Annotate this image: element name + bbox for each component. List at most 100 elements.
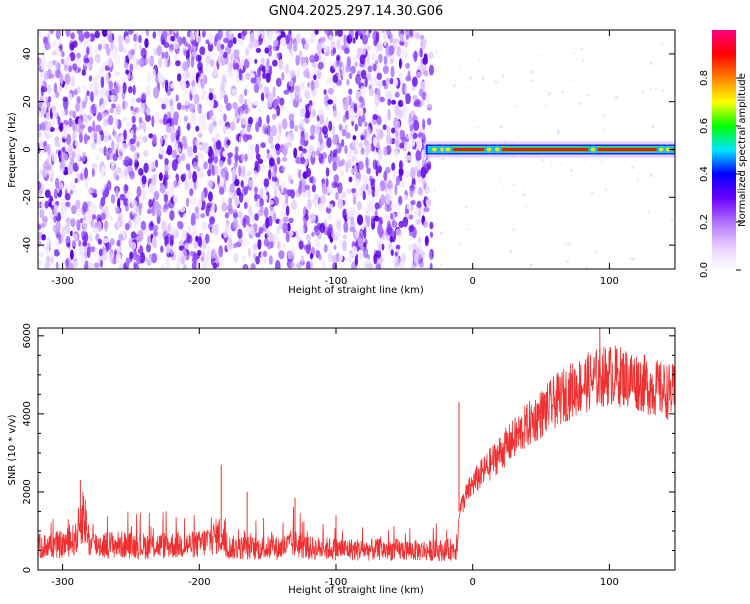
noise-cell xyxy=(556,129,560,133)
noise-cell xyxy=(113,131,118,139)
noise-cell xyxy=(248,179,254,188)
noise-cell xyxy=(93,262,100,269)
noise-cell xyxy=(190,216,196,227)
noise-cell xyxy=(76,96,81,105)
noise-cell xyxy=(159,134,163,146)
noise-cell xyxy=(208,99,215,108)
noise-cell xyxy=(386,125,391,137)
noise-cell xyxy=(153,229,158,237)
noise-cell xyxy=(272,113,277,120)
noise-cell xyxy=(189,195,195,207)
noise-cell xyxy=(100,165,105,178)
noise-cell xyxy=(312,33,316,43)
noise-cell xyxy=(155,203,162,212)
noise-cell xyxy=(178,155,182,164)
noise-cell xyxy=(260,205,264,214)
noise-cell xyxy=(222,74,227,84)
noise-cell xyxy=(133,41,137,52)
noise-cell xyxy=(311,231,315,237)
noise-cell xyxy=(38,190,43,197)
noise-cell xyxy=(482,244,484,247)
noise-cell xyxy=(421,250,426,260)
noise-cell xyxy=(74,140,78,147)
noise-cell xyxy=(64,183,70,191)
noise-cell xyxy=(47,84,52,95)
noise-cell xyxy=(144,227,150,235)
noise-cell xyxy=(165,138,168,148)
noise-cell xyxy=(285,193,289,205)
noise-cell xyxy=(517,135,520,138)
noise-cell xyxy=(408,225,414,233)
noise-cell xyxy=(395,244,401,250)
noise-cell xyxy=(183,116,188,122)
noise-cell xyxy=(332,106,337,118)
noise-cell xyxy=(59,73,64,86)
noise-cell xyxy=(54,141,61,148)
noise-cell xyxy=(148,133,154,139)
signal-blob-core xyxy=(486,147,492,152)
noise-cell xyxy=(53,82,58,94)
noise-cell xyxy=(108,134,112,141)
noise-cell xyxy=(263,86,270,95)
noise-cell xyxy=(361,183,366,194)
noise-cell xyxy=(70,32,76,40)
noise-cell xyxy=(100,68,104,75)
noise-cell xyxy=(186,197,190,208)
noise-cell xyxy=(56,38,62,46)
colorbar: 0.0 0.2 0.4 0.6 0.8 Normalized spectral ampl… xyxy=(699,30,748,278)
noise-cell xyxy=(266,149,270,155)
noise-cell xyxy=(147,73,151,85)
noise-cell xyxy=(191,79,195,88)
noise-cell xyxy=(353,155,358,164)
noise-cell xyxy=(391,127,396,134)
noise-cell xyxy=(282,166,286,172)
noise-cell xyxy=(164,51,169,59)
noise-cell xyxy=(287,141,292,148)
noise-cell xyxy=(221,202,228,212)
noise-cell xyxy=(330,48,335,57)
noise-cell xyxy=(268,65,273,76)
noise-cell xyxy=(346,79,350,86)
noise-cell xyxy=(374,94,380,106)
noise-cell xyxy=(355,73,361,85)
noise-cell xyxy=(97,111,102,122)
noise-cell xyxy=(240,153,245,162)
noise-cell xyxy=(42,169,48,177)
noise-cell xyxy=(72,130,77,141)
noise-cell xyxy=(255,47,262,54)
snr-y-axis-label: SNR (10 * v/v) xyxy=(7,414,18,485)
noise-cell xyxy=(95,124,102,132)
noise-cell xyxy=(278,218,283,230)
noise-cell xyxy=(55,47,62,57)
noise-cell xyxy=(308,105,314,113)
noise-cell xyxy=(421,177,425,186)
noise-cell xyxy=(68,262,74,269)
noise-cell xyxy=(280,37,286,46)
noise-cell xyxy=(40,85,44,96)
noise-cell xyxy=(99,104,104,113)
noise-cell xyxy=(138,206,142,216)
noise-cell xyxy=(197,76,202,89)
noise-cell xyxy=(392,170,398,181)
noise-cell xyxy=(329,187,335,195)
noise-cell xyxy=(161,30,168,40)
noise-cell xyxy=(115,174,120,181)
noise-cell xyxy=(318,253,322,261)
noise-cell xyxy=(268,157,275,167)
noise-cell xyxy=(158,118,164,125)
noise-cell xyxy=(244,88,248,97)
noise-cell xyxy=(165,257,170,269)
noise-cell xyxy=(355,30,359,40)
noise-cell xyxy=(338,123,343,131)
noise-cell xyxy=(282,216,289,223)
noise-cell xyxy=(208,162,213,172)
noise-cell xyxy=(209,58,215,67)
noise-cell xyxy=(422,118,426,130)
noise-cell xyxy=(90,140,97,150)
noise-cell xyxy=(366,167,371,175)
noise-cell xyxy=(428,51,434,60)
noise-cell xyxy=(125,69,130,75)
noise-cell xyxy=(368,30,372,34)
noise-cell xyxy=(376,72,382,81)
noise-cell xyxy=(164,79,169,86)
